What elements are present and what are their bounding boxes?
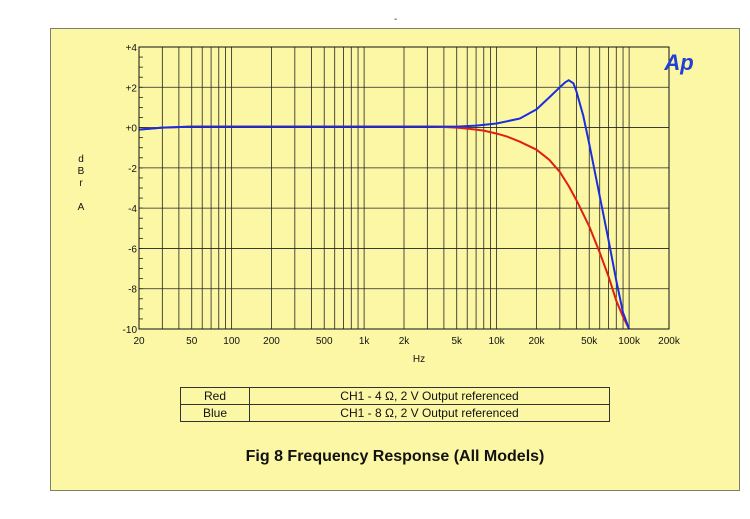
- figure-caption: Fig 8 Frequency Response (All Models): [245, 448, 545, 465]
- x-tick-label: 50k: [581, 336, 598, 347]
- x-tick-label: 20k: [528, 336, 545, 347]
- series-lines: [138, 79, 631, 330]
- x-axis-ticks: 20 50 100 200 500 1k 2k 5k 10k 20k 50k 100k 200k: [133, 336, 680, 347]
- legend-row: Red CH1 - 4 Ω, 2 V Output referenced: [180, 387, 610, 405]
- x-tick-label: 50: [186, 336, 198, 347]
- x-tick-label: 100k: [618, 336, 641, 347]
- x-tick-label: 500: [316, 336, 333, 347]
- y-tick-label: +0: [126, 124, 138, 135]
- x-tick-label: 100: [223, 336, 240, 347]
- grid: [139, 46, 669, 330]
- legend-row: Blue CH1 - 8 Ω, 2 V Output referenced: [180, 404, 610, 422]
- legend-series-name: Blue: [180, 404, 250, 422]
- legend-series-desc: CH1 - 8 Ω, 2 V Output referenced: [249, 404, 610, 422]
- y-axis-ticks: +4 +2 +0 -2 -4 -6 -8 -10: [123, 43, 138, 336]
- legend-series-name: Red: [180, 387, 250, 405]
- y-tick-label: +2: [126, 83, 138, 94]
- y-tick-label: -8: [128, 285, 137, 296]
- x-tick-label: 20: [133, 336, 145, 347]
- legend-series-desc: CH1 - 4 Ω, 2 V Output referenced: [249, 387, 610, 405]
- ap-logo: Ap: [663, 50, 693, 75]
- legend-table: Red CH1 - 4 Ω, 2 V Output referenced Blu…: [180, 387, 610, 422]
- x-axis-label: Hz: [413, 354, 425, 365]
- x-tick-label: 1k: [359, 336, 371, 347]
- y-tick-label: -2: [128, 164, 137, 175]
- y-tick-label: -4: [128, 204, 137, 215]
- x-tick-label: 200k: [658, 336, 681, 347]
- y-tick-label: -10: [123, 325, 138, 336]
- plot-frame: [138, 46, 670, 330]
- x-tick-label: 2k: [399, 336, 411, 347]
- y-tick-label: +4: [126, 43, 138, 54]
- stray-mark: -: [394, 14, 398, 25]
- x-tick-label: 10k: [489, 336, 506, 347]
- x-tick-label: 200: [263, 336, 280, 347]
- x-tick-label: 5k: [451, 336, 463, 347]
- y-tick-label: -6: [128, 244, 137, 255]
- series-line-blue: [138, 79, 631, 330]
